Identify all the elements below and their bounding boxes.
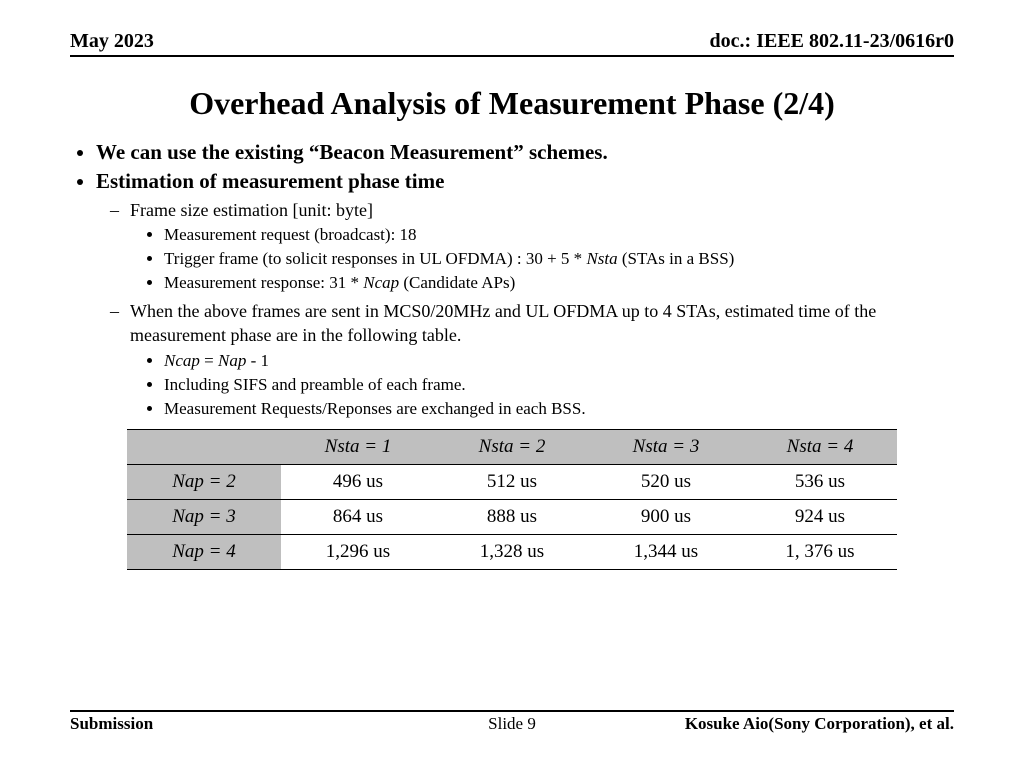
- slide-title: Overhead Analysis of Measurement Phase (…: [70, 85, 954, 122]
- table-cell: 1,296 us: [281, 534, 435, 569]
- table-row: Nap = 2 496 us 512 us 520 us 536 us: [127, 464, 897, 499]
- col-header: Nsta = 4: [743, 429, 897, 464]
- table-row: Nap = 4 1,296 us 1,328 us 1,344 us 1, 37…: [127, 534, 897, 569]
- bullet-2-1-text: Frame size estimation [unit: byte]: [130, 200, 373, 220]
- table-cell: 900 us: [589, 499, 743, 534]
- bullet-2-2-3: Measurement Requests/Reponses are exchan…: [164, 398, 954, 421]
- bullet-1: We can use the existing “Beacon Measurem…: [96, 140, 954, 165]
- table-cell: 888 us: [435, 499, 589, 534]
- footer-row: Submission Slide 9 Kosuke Aio(Sony Corpo…: [70, 710, 954, 734]
- table-cell: 512 us: [435, 464, 589, 499]
- table-cell: 1, 376 us: [743, 534, 897, 569]
- row-header: Nap = 4: [127, 534, 281, 569]
- header-row: May 2023 doc.: IEEE 802.11-23/0616r0: [70, 30, 954, 57]
- header-date: May 2023: [70, 30, 154, 53]
- slide: May 2023 doc.: IEEE 802.11-23/0616r0 Ove…: [0, 0, 1024, 768]
- table-cell: 924 us: [743, 499, 897, 534]
- header-doc: doc.: IEEE 802.11-23/0616r0: [710, 30, 954, 53]
- table-cell: 1,344 us: [589, 534, 743, 569]
- bullet-2-1-1: Measurement request (broadcast): 18: [164, 224, 954, 247]
- bullet-2-2-1: Ncap = Nap - 1: [164, 350, 954, 373]
- row-header: Nap = 3: [127, 499, 281, 534]
- bullet-2-text: Estimation of measurement phase time: [96, 169, 444, 193]
- bullet-2-1-2: Trigger frame (to solicit responses in U…: [164, 248, 954, 271]
- col-header: Nsta = 3: [589, 429, 743, 464]
- footer-left: Submission: [70, 714, 153, 734]
- bullet-2-2-text: When the above frames are sent in MCS0/2…: [130, 301, 876, 345]
- table-cell: 536 us: [743, 464, 897, 499]
- bullet-2-2: When the above frames are sent in MCS0/2…: [130, 299, 954, 420]
- bullet-2-2-2: Including SIFS and preamble of each fram…: [164, 374, 954, 397]
- bullet-list: We can use the existing “Beacon Measurem…: [70, 140, 954, 421]
- bullet-2: Estimation of measurement phase time Fra…: [96, 169, 954, 421]
- table-cell: 864 us: [281, 499, 435, 534]
- table-header-row: Nsta = 1 Nsta = 2 Nsta = 3 Nsta = 4: [127, 429, 897, 464]
- bullet-2-1: Frame size estimation [unit: byte] Measu…: [130, 198, 954, 295]
- data-table: Nsta = 1 Nsta = 2 Nsta = 3 Nsta = 4 Nap …: [127, 429, 897, 570]
- row-header: Nap = 2: [127, 464, 281, 499]
- col-header: Nsta = 2: [435, 429, 589, 464]
- table-cell: 1,328 us: [435, 534, 589, 569]
- table-cell: 496 us: [281, 464, 435, 499]
- col-header: Nsta = 1: [281, 429, 435, 464]
- footer-right: Kosuke Aio(Sony Corporation), et al.: [685, 714, 954, 734]
- table-row: Nap = 3 864 us 888 us 900 us 924 us: [127, 499, 897, 534]
- bullet-2-1-3: Measurement response: 31 * Ncap (Candida…: [164, 272, 954, 295]
- table-corner: [127, 429, 281, 464]
- table-cell: 520 us: [589, 464, 743, 499]
